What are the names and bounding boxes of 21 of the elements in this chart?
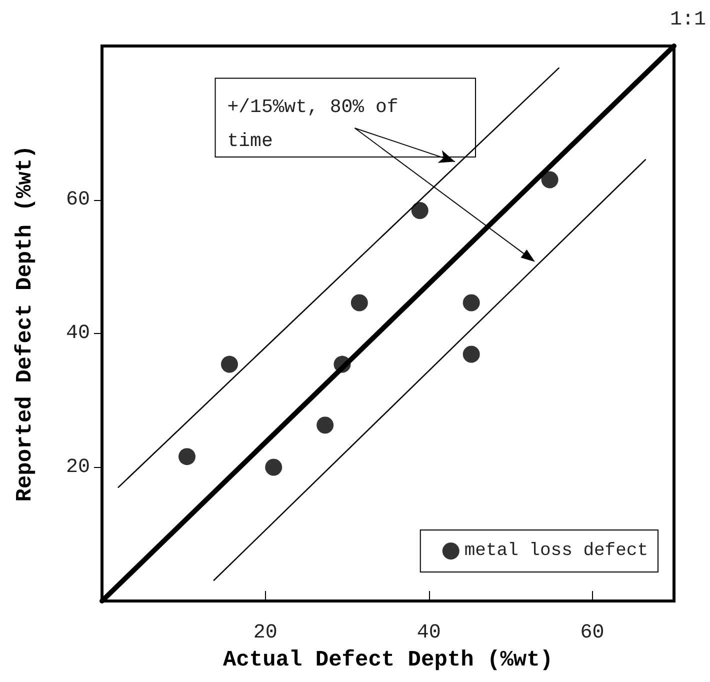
legend-label: metal loss defect	[464, 541, 648, 561]
point	[350, 294, 368, 312]
x-axis-title: Actual Defect Depth (%wt)	[222, 648, 554, 672]
y-tick-label: 40	[66, 322, 90, 346]
series-label: 1:1	[670, 8, 706, 32]
point	[220, 356, 238, 373]
point	[178, 448, 196, 466]
x-tick-label: 40	[416, 622, 441, 644]
point	[265, 458, 282, 476]
point	[316, 416, 334, 434]
x-tick-label: 20	[253, 622, 278, 644]
point	[334, 356, 351, 373]
y-tick-label: 60	[66, 188, 90, 212]
point	[462, 294, 480, 312]
point	[462, 346, 480, 363]
x-tick-label: 60	[580, 622, 604, 644]
y-axis-title: Reported Defect Depth (%wt)	[12, 145, 38, 502]
y-tick-label: 20	[66, 456, 90, 479]
annotation: +/15%wt, 80% of time	[227, 96, 410, 152]
point	[541, 171, 558, 188]
point	[411, 202, 428, 219]
